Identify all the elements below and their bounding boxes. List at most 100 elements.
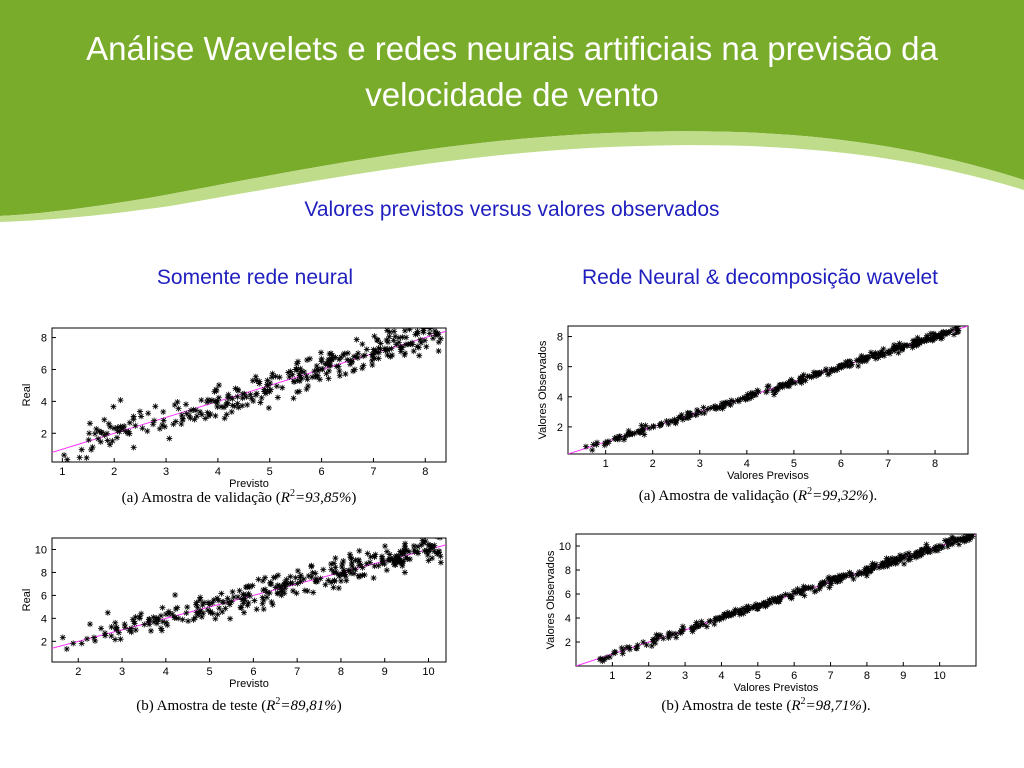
data-point: [382, 347, 389, 354]
data-point: [342, 573, 349, 580]
data-point: [126, 627, 133, 634]
data-point: [826, 370, 833, 377]
data-point: [325, 356, 332, 363]
data-point: [897, 553, 904, 560]
data-point: [204, 399, 211, 406]
data-point: [290, 395, 297, 402]
data-point: [84, 635, 91, 642]
data-point: [318, 355, 325, 362]
data-point: [239, 402, 246, 409]
data-point: [287, 579, 294, 586]
data-point: [386, 329, 393, 336]
data-point: [171, 614, 178, 621]
data-point: [391, 328, 398, 335]
data-point: [207, 608, 214, 615]
data-point: [744, 393, 751, 400]
data-point: [306, 355, 313, 362]
data-point: [326, 367, 333, 374]
data-point: [738, 610, 745, 617]
data-point: [224, 595, 231, 602]
data-point: [296, 370, 303, 377]
data-point: [344, 356, 351, 363]
data-point: [285, 369, 292, 376]
data-point: [414, 330, 421, 337]
x-tick-label: 8: [422, 466, 428, 478]
data-point: [343, 577, 350, 584]
data-point: [346, 567, 353, 574]
data-point: [940, 330, 947, 337]
data-point: [600, 656, 607, 663]
data-point: [126, 419, 133, 426]
data-point: [326, 350, 333, 357]
data-point: [327, 362, 334, 369]
y-tick-label: 2: [41, 428, 47, 440]
data-point: [737, 396, 744, 403]
data-point: [183, 410, 190, 417]
data-point: [401, 543, 408, 550]
x-tick-label: 1: [609, 670, 615, 682]
data-point: [216, 605, 223, 612]
data-point: [950, 331, 957, 338]
data-point: [293, 360, 300, 367]
data-point: [385, 557, 392, 564]
x-tick-label: 5: [791, 458, 797, 470]
data-point: [281, 582, 288, 589]
data-point: [437, 559, 444, 566]
data-point: [114, 424, 121, 431]
data-point: [295, 358, 302, 365]
data-point: [877, 350, 884, 357]
data-point: [371, 553, 378, 560]
data-point: [352, 566, 359, 573]
data-point: [750, 604, 757, 611]
chart-caption: (b) Amostra de teste (R2=89,81%): [136, 696, 342, 714]
data-point: [245, 590, 252, 597]
data-point: [420, 328, 427, 332]
data-point: [421, 337, 428, 344]
scatter-plot-a-left: 1 2 3 4 5 6 7 8 2 4 6 8 Previsto Real (a) Amostra de v…: [21, 327, 447, 506]
data-point: [97, 438, 104, 445]
data-point: [227, 394, 234, 401]
data-point: [166, 435, 173, 442]
data-point: [810, 369, 817, 376]
data-point: [268, 581, 275, 588]
data-point: [430, 544, 437, 551]
data-point: [260, 587, 267, 594]
data-point: [252, 391, 259, 398]
data-point: [901, 560, 908, 567]
data-point: [616, 436, 623, 443]
data-point: [194, 604, 201, 611]
data-point: [635, 428, 642, 435]
data-point: [264, 387, 271, 394]
data-point: [297, 578, 304, 585]
data-point: [839, 363, 846, 370]
data-point: [917, 550, 924, 557]
data-points: [568, 326, 968, 454]
x-tick-label: 2: [650, 458, 656, 470]
data-point: [341, 350, 348, 357]
data-point: [434, 550, 441, 557]
data-point: [423, 343, 430, 350]
data-point: [311, 368, 318, 375]
scatter-plot-b-right: 1 2 3 4 5 6 7 8 9 10 2 4 6 8 10 Valores Previstos Valore…: [545, 533, 977, 714]
data-point: [429, 555, 436, 562]
data-point: [112, 636, 119, 643]
data-point: [693, 619, 700, 626]
data-point: [108, 632, 115, 639]
data-point: [327, 357, 334, 364]
data-point: [961, 538, 968, 545]
x-tick-label: 5: [207, 666, 213, 678]
data-point: [289, 371, 296, 378]
data-point: [710, 404, 717, 411]
data-point: [118, 425, 125, 432]
data-point: [891, 348, 898, 355]
data-point: [678, 628, 685, 635]
data-point: [191, 416, 198, 423]
data-point: [147, 627, 154, 634]
data-point: [931, 335, 938, 342]
data-point: [109, 437, 116, 444]
x-tick-label: 6: [319, 466, 325, 478]
data-point: [64, 456, 71, 462]
y-tick-label: 4: [41, 396, 47, 408]
data-point: [304, 588, 311, 595]
data-point: [913, 342, 920, 349]
